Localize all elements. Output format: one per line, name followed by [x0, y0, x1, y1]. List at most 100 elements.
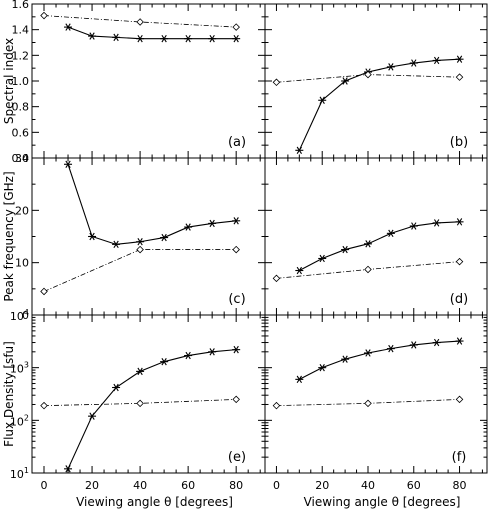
panel-label: (d) — [450, 292, 468, 307]
asterisk-marker — [432, 338, 441, 347]
x-tick-label: 60 — [181, 479, 195, 492]
diamond-marker — [40, 11, 48, 20]
y-tick-label: 1.2 — [12, 49, 30, 62]
y-tick-label: 101 — [10, 466, 29, 481]
asterisk-marker — [455, 337, 464, 345]
diamond-marker — [136, 399, 144, 408]
asterisk-marker — [363, 240, 372, 248]
series-line-asterisk — [67, 349, 237, 470]
x-tick-label: 40 — [361, 479, 375, 492]
x-tick-label: 0 — [41, 479, 48, 492]
panel-label: (e) — [228, 450, 246, 465]
asterisk-marker — [341, 245, 350, 254]
series-line-diamond — [43, 15, 237, 28]
asterisk-marker — [136, 238, 145, 246]
y-tick-label: 0.6 — [12, 126, 30, 139]
panel-label: (c) — [228, 292, 245, 307]
asterisk-marker — [184, 223, 193, 231]
panel-label: (b) — [450, 135, 468, 150]
asterisk-marker — [184, 34, 193, 43]
panel-c: 0 10 20 30 Peak frequency [GHz] (c) — [2, 152, 266, 322]
x-tick-label: 0 — [273, 479, 280, 492]
panel-d: (d) — [264, 157, 488, 316]
x-axis-title: Viewing angle θ [degrees] — [304, 495, 461, 509]
asterisk-marker — [88, 32, 97, 40]
asterisk-marker — [409, 222, 418, 230]
y-tick-label: 104 — [10, 308, 29, 323]
asterisk-marker — [208, 348, 217, 356]
y-tick-label: 102 — [10, 413, 29, 428]
series-line-asterisk — [67, 164, 237, 245]
diamond-marker — [455, 395, 464, 404]
diamond-marker — [455, 73, 464, 81]
panel-f: 0 20 40 60 80 Viewing angle θ [degrees] (f) — [264, 314, 488, 509]
asterisk-marker — [295, 266, 304, 275]
diamond-marker — [136, 18, 144, 26]
plot-frame — [264, 314, 488, 474]
asterisk-marker — [112, 33, 121, 42]
asterisk-marker — [341, 355, 350, 363]
asterisk-marker — [64, 23, 73, 31]
asterisk-marker — [88, 412, 97, 420]
y-axis-title: Spectral index — [2, 38, 16, 124]
asterisk-marker — [318, 254, 327, 263]
x-tick-label: 80 — [453, 479, 467, 492]
y-tick-label: 103 — [10, 361, 29, 376]
diamond-marker — [364, 70, 372, 79]
asterisk-marker — [64, 160, 73, 168]
y-tick-label: 0.8 — [12, 101, 30, 114]
diamond-marker — [232, 245, 240, 254]
diamond-marker — [364, 265, 372, 274]
x-tick-label: 60 — [407, 479, 421, 492]
diamond-marker — [272, 274, 281, 283]
y-tick-label: 0.4 — [12, 152, 30, 165]
diamond-marker — [272, 78, 281, 87]
asterisk-marker — [208, 34, 217, 43]
x-axis-title: Viewing angle θ [degrees] — [76, 495, 233, 509]
y-tick-label: 1.4 — [12, 24, 30, 37]
x-tick-label: 20 — [85, 479, 99, 492]
asterisk-marker — [409, 341, 418, 349]
asterisk-marker — [232, 217, 241, 225]
asterisk-marker — [232, 34, 241, 43]
asterisk-marker — [432, 219, 441, 227]
asterisk-marker — [160, 233, 169, 242]
series-line-diamond — [43, 249, 237, 292]
asterisk-marker — [386, 63, 395, 71]
asterisk-marker — [386, 344, 395, 353]
diamond-marker — [232, 23, 240, 31]
panel-label: (f) — [452, 450, 467, 465]
asterisk-marker — [409, 59, 418, 67]
asterisk-marker — [455, 55, 464, 63]
asterisk-marker — [318, 96, 327, 104]
asterisk-marker — [208, 219, 217, 228]
asterisk-marker — [64, 465, 73, 473]
asterisk-marker — [184, 351, 193, 360]
asterisk-marker — [136, 34, 145, 43]
x-tick-label: 80 — [229, 479, 243, 492]
y-axis-title: Peak frequency [GHz] — [2, 171, 16, 301]
diamond-marker — [455, 257, 464, 266]
asterisk-marker — [455, 218, 464, 226]
y-tick-label: 0 — [22, 309, 29, 322]
asterisk-marker — [432, 56, 441, 65]
series-line-asterisk — [299, 221, 460, 272]
diamond-marker — [272, 401, 281, 410]
asterisk-marker — [386, 229, 395, 238]
diamond-marker — [40, 287, 48, 296]
diamond-marker — [40, 401, 48, 410]
asterisk-marker — [318, 363, 327, 372]
panel-b: (b) — [264, 3, 488, 159]
diamond-marker — [364, 399, 372, 408]
panel-a: 0.4 0.6 0.8 1.0 1.2 1.4 1.6 Spectral index (a) — [2, 0, 266, 165]
asterisk-marker — [295, 146, 304, 154]
diamond-marker — [232, 395, 240, 404]
asterisk-marker — [295, 375, 304, 384]
asterisk-marker — [136, 367, 145, 376]
y-tick-label: 1.0 — [12, 75, 30, 88]
y-axis-title: Flux Density [sfu] — [2, 341, 16, 447]
series-line-asterisk — [67, 26, 237, 40]
asterisk-marker — [232, 345, 241, 354]
